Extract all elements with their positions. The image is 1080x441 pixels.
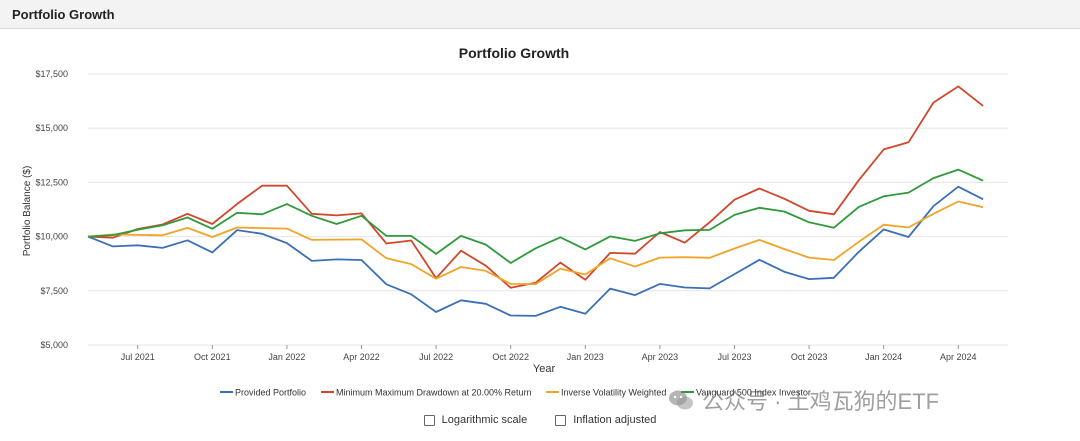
series-lines bbox=[87, 85, 984, 317]
y-tick-label: $12,500 bbox=[35, 177, 68, 187]
log-scale-label: Logarithmic scale bbox=[441, 414, 528, 426]
y-tick-label: $7,500 bbox=[40, 286, 68, 296]
panel-header: Portfolio Growth bbox=[0, 0, 1080, 29]
watermark: 公众号 · 土鸡瓦狗的ETF bbox=[668, 384, 939, 416]
y-tick-label: $15,000 bbox=[35, 123, 68, 133]
x-tick-label: Oct 2022 bbox=[492, 352, 529, 362]
x-tick-label: Jul 2021 bbox=[121, 352, 155, 362]
inflation-checkbox[interactable] bbox=[555, 414, 567, 426]
x-tick-label: Jul 2022 bbox=[419, 352, 453, 362]
series-line-1 bbox=[87, 185, 984, 317]
x-tick-label: Jul 2023 bbox=[717, 352, 751, 362]
portfolio-growth-chart: Portfolio Growth $5,000 $7,500 $10,000 $12,… bbox=[22, 45, 1008, 398]
x-tick-label: Oct 2023 bbox=[791, 352, 828, 362]
x-tick-label: Jan 2024 bbox=[865, 352, 902, 362]
watermark-text: 公众号 · 土鸡瓦狗的ETF bbox=[702, 389, 940, 414]
legend-label: Provided Portfolio bbox=[235, 388, 306, 398]
inflation-label: Inflation adjusted bbox=[573, 414, 657, 426]
series-line-2 bbox=[87, 85, 984, 289]
x-tick-label: Oct 2021 bbox=[194, 352, 231, 362]
y-tick-label: $17,500 bbox=[35, 69, 68, 79]
x-tick-label: Jan 2022 bbox=[268, 352, 305, 362]
series-line-3 bbox=[87, 200, 984, 286]
log-scale-checkbox[interactable] bbox=[423, 414, 435, 426]
axis-labels: $5,000 $7,500 $10,000 $12,500 $15,000 $17,500… bbox=[35, 69, 976, 362]
chart-options: Logarithmic scale Inflation adjusted bbox=[0, 411, 1080, 429]
log-scale-option[interactable]: Logarithmic scale bbox=[423, 411, 528, 429]
panel-title: Portfolio Growth bbox=[12, 7, 115, 22]
y-tick-label: $5,000 bbox=[40, 340, 68, 350]
x-tick-label: Apr 2024 bbox=[940, 352, 977, 362]
y-tick-label: $10,000 bbox=[35, 232, 68, 242]
y-axis-title: Portfolio Balance ($) bbox=[22, 166, 33, 257]
inflation-option[interactable]: Inflation adjusted bbox=[555, 411, 656, 429]
legend-label: Vanguard 500 Index Investor bbox=[696, 388, 811, 398]
wechat-icon bbox=[669, 390, 693, 410]
legend-label: Minimum Maximum Drawdown at 20.00% Retur… bbox=[336, 388, 532, 398]
legend: Provided Portfolio Minimum Maximum Drawdo… bbox=[220, 388, 811, 398]
grid-lines bbox=[88, 73, 1008, 349]
x-tick-label: Apr 2023 bbox=[642, 352, 679, 362]
series-line-4 bbox=[87, 168, 984, 264]
legend-label: Inverse Volatility Weighted bbox=[561, 388, 666, 398]
x-axis-title: Year bbox=[533, 363, 556, 375]
x-tick-label: Apr 2022 bbox=[343, 352, 380, 362]
x-tick-label: Jan 2023 bbox=[567, 352, 604, 362]
chart-title: Portfolio Growth bbox=[459, 45, 569, 61]
